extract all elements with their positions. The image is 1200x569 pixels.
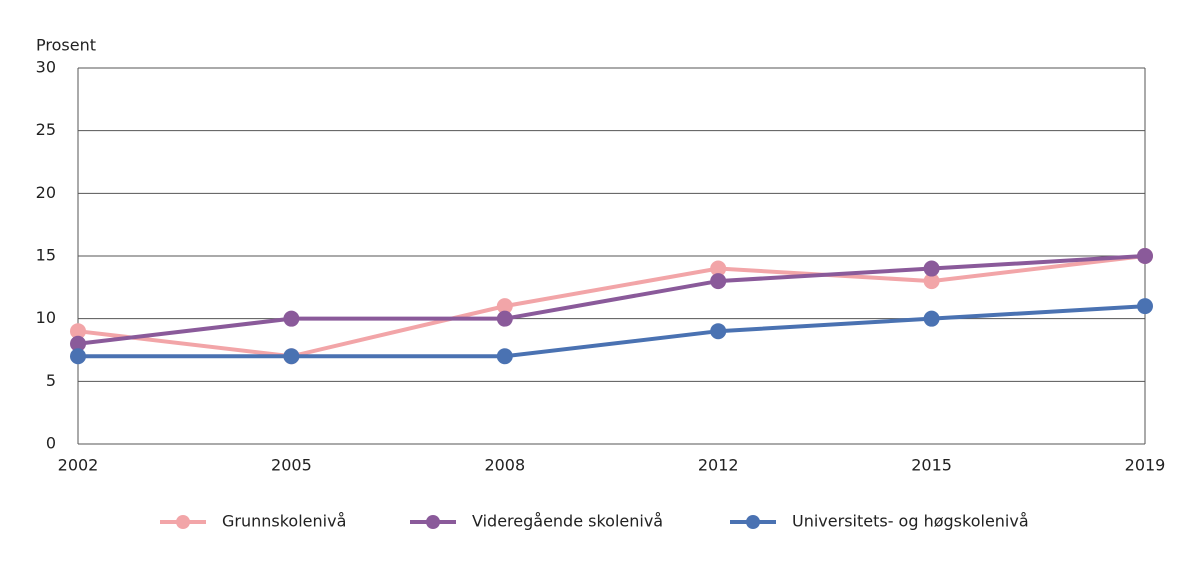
- y-tick-label: 15: [36, 246, 56, 265]
- legend-label: Videregående skolenivå: [472, 512, 663, 531]
- data-point: [70, 335, 86, 352]
- legend-label: Grunnskolenivå: [222, 512, 346, 531]
- series-line: [78, 304, 1146, 359]
- y-axis-label: Prosent: [36, 36, 96, 55]
- data-point: [496, 348, 513, 365]
- data-point: [496, 310, 513, 327]
- x-tick-label: 2002: [58, 456, 99, 475]
- series-line: [77, 254, 1146, 359]
- x-tick-label: 2015: [911, 456, 952, 475]
- data-point: [923, 260, 940, 277]
- data-point: [496, 298, 513, 315]
- legend-marker: [176, 515, 190, 529]
- data-point: [710, 323, 727, 340]
- data-point: [283, 348, 300, 365]
- x-tick-label: 2019: [1125, 456, 1166, 475]
- data-point: [1137, 248, 1153, 264]
- y-tick-label: 20: [36, 183, 56, 202]
- x-tick-label: 2005: [271, 456, 312, 475]
- data-point: [283, 310, 300, 327]
- y-tick-label: 25: [36, 120, 56, 139]
- series-line: [77, 254, 1146, 346]
- legend-label: Universitets- og høgskolenivå: [792, 512, 1029, 531]
- data-point: [710, 273, 727, 290]
- data-point: [710, 260, 727, 277]
- data-point: [923, 273, 940, 290]
- data-point: [70, 348, 86, 365]
- data-point: [70, 323, 86, 340]
- y-tick-label: 5: [46, 371, 56, 390]
- y-tick-label: 30: [36, 58, 56, 77]
- data-point: [923, 310, 940, 327]
- y-tick-label: 0: [46, 434, 56, 453]
- legend-marker: [746, 515, 760, 529]
- legend-marker: [426, 515, 440, 529]
- y-tick-label: 10: [36, 308, 56, 327]
- x-tick-label: 2008: [484, 456, 525, 475]
- x-tick-label: 2012: [698, 456, 739, 475]
- data-point: [1137, 298, 1153, 315]
